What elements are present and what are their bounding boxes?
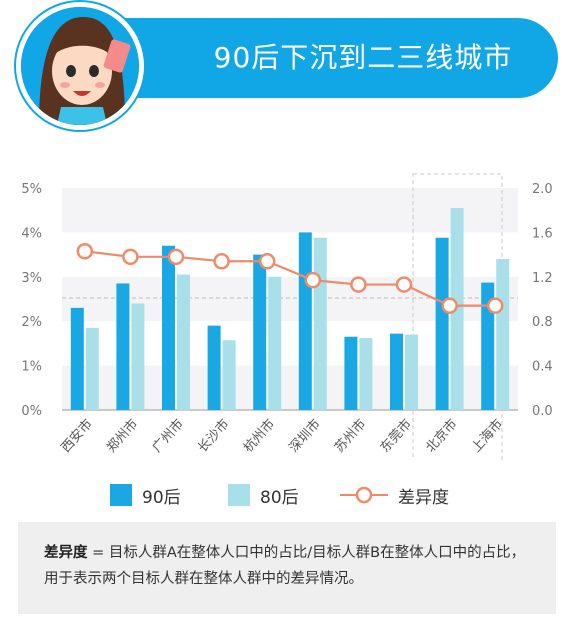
diff-point-0: [76, 243, 94, 260]
definition-note: 差异度 = 目标人群A在整体人口中的占比/目标人群B在整体人口中的占比，用于表示…: [18, 522, 556, 614]
bar-90-9: [481, 282, 495, 410]
bar-80-3: [222, 340, 236, 410]
bar-90-6: [344, 336, 358, 410]
x-tick-label-3: 长沙市: [195, 416, 233, 456]
legend-item-diff: 差异度: [340, 478, 449, 512]
y-left-tick-3: 3%: [21, 271, 42, 286]
bar-80-5: [313, 237, 327, 410]
diff-point-3: [213, 253, 230, 270]
x-tick-label-0: 西安市: [58, 416, 96, 456]
y-left-tick-1: 1%: [21, 360, 42, 375]
diff-point-6: [350, 276, 367, 293]
x-tick-label-8: 北京市: [423, 416, 461, 456]
grid-band: [62, 365, 518, 410]
x-tick-label-4: 杭州市: [240, 416, 278, 456]
bar-line-chart: 0% 1% 2% 3% 4% 5% 0.0 0.4 0.8 1.2 1.6 2.0 西安市 郑州市 广州…: [21, 173, 553, 460]
y-left-tick-2: 2%: [21, 315, 42, 330]
y-left-tick-0: 0%: [21, 404, 42, 419]
y-right-tick-3: 1.2: [532, 271, 553, 286]
x-tick-label-7: 东莞市: [377, 416, 415, 456]
y-right-tick-0: 0.0: [532, 404, 553, 419]
y-left-tick-5: 5%: [21, 182, 42, 197]
legend-label-90: 90后: [142, 487, 181, 508]
x-tick-label-1: 郑州市: [103, 416, 141, 456]
bar-90-0: [70, 307, 84, 410]
legend: 90后 80后 差异度: [0, 478, 571, 512]
bar-90-4: [253, 254, 267, 410]
diff-point-1: [122, 248, 139, 266]
diff-point-2: [167, 248, 185, 266]
note-text: 差异度 = 目标人群A在整体人口中的占比/目标人群B在整体人口中的占比，用于表示…: [44, 540, 536, 592]
bar-90-5: [298, 232, 312, 410]
x-tick-label-6: 苏州市: [331, 416, 369, 456]
legend-item-90: 90后: [110, 478, 181, 512]
legend-item-80: 80后: [228, 478, 299, 512]
bar-80-6: [359, 338, 373, 410]
page-title: 90后下沉到二三线城市: [213, 41, 513, 74]
grid-band: [62, 188, 518, 233]
legend-label-80: 80后: [260, 487, 299, 508]
note-body: = 目标人群A在整体人口中的占比/目标人群B在整体人口中的占比，用于表示两个目标…: [44, 545, 526, 587]
x-tick-label-9: 上海市: [468, 416, 506, 456]
diff-point-7: [395, 276, 413, 293]
diff-point-4: [258, 253, 276, 270]
legend-line-marker-icon: [340, 486, 388, 504]
diff-point-5: [304, 271, 322, 289]
x-tick-label-5: 深圳市: [286, 416, 324, 456]
legend-swatch-90: [110, 484, 132, 506]
x-tick-label-2: 广州市: [149, 416, 187, 456]
bar-80-2: [177, 274, 190, 410]
diff-point-8: [441, 297, 458, 314]
note-term: 差异度: [44, 545, 88, 561]
legend-swatch-80: [228, 484, 250, 506]
bar-80-1: [131, 303, 145, 410]
bar-80-4: [268, 276, 282, 410]
girl-avatar-icon: [21, 7, 139, 125]
bar-90-1: [116, 283, 130, 410]
bar-90-3: [207, 325, 221, 410]
y-right-tick-5: 2.0: [532, 182, 553, 197]
avatar: [16, 2, 144, 130]
legend-label-diff: 差异度: [398, 487, 449, 508]
bar-90-2: [162, 245, 175, 410]
bar-80-9: [496, 259, 510, 410]
diff-line: [84, 250, 496, 307]
y-right-tick-2: 0.8: [532, 315, 553, 330]
bar-80-7: [405, 334, 418, 410]
bar-80-0: [85, 327, 99, 410]
y-left-tick-4: 4%: [21, 226, 42, 241]
y-right-tick-1: 0.4: [532, 360, 553, 375]
y-right-tick-4: 1.6: [532, 226, 553, 241]
bar-90-8: [435, 237, 449, 410]
bar-90-7: [390, 333, 403, 410]
diff-point-9: [486, 297, 504, 314]
